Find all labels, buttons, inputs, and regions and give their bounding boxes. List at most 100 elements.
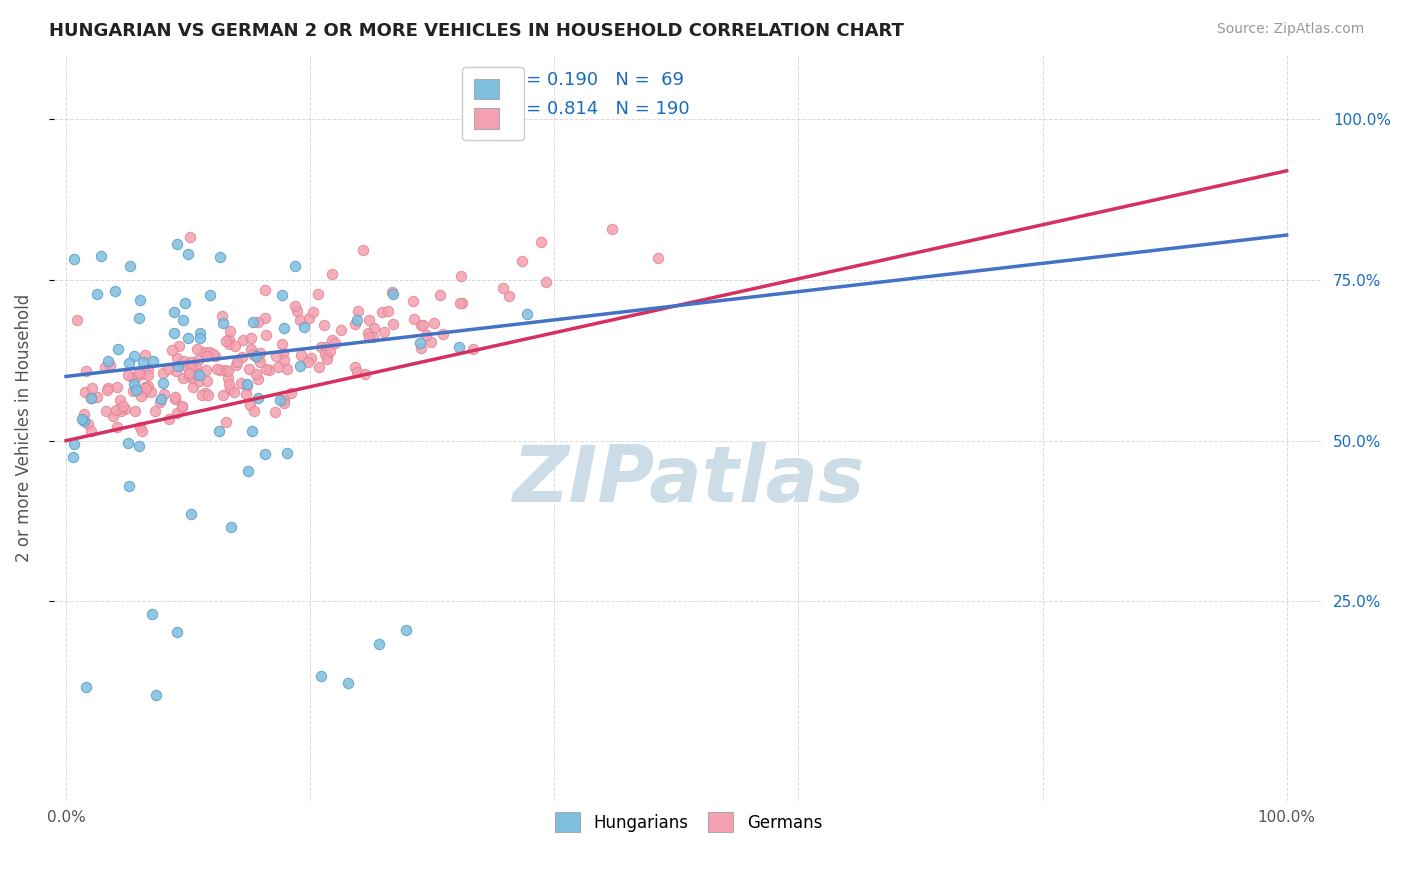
Point bbox=[128, 420, 150, 434]
Point bbox=[243, 404, 266, 418]
Point bbox=[160, 343, 183, 358]
Point bbox=[412, 318, 434, 332]
Point bbox=[236, 464, 259, 478]
Point bbox=[432, 326, 454, 341]
Point bbox=[70, 412, 93, 426]
Point bbox=[314, 347, 336, 361]
Point bbox=[152, 376, 174, 391]
Point bbox=[359, 313, 381, 327]
Point bbox=[142, 354, 165, 368]
Point bbox=[218, 332, 240, 346]
Point bbox=[172, 399, 194, 413]
Point bbox=[62, 450, 84, 465]
Point bbox=[344, 359, 367, 374]
Point bbox=[270, 288, 292, 302]
Point bbox=[235, 379, 257, 393]
Point bbox=[122, 349, 145, 363]
Point bbox=[323, 336, 346, 351]
Point bbox=[163, 392, 186, 406]
Point bbox=[246, 351, 269, 365]
Point bbox=[77, 417, 100, 431]
Point bbox=[136, 368, 159, 383]
Point bbox=[118, 260, 141, 274]
Point bbox=[218, 337, 240, 351]
Point bbox=[79, 424, 101, 438]
Point bbox=[90, 248, 112, 262]
Text: R = 0.814   N = 190: R = 0.814 N = 190 bbox=[509, 100, 690, 118]
Point bbox=[93, 360, 115, 375]
Point bbox=[409, 335, 432, 350]
Point bbox=[429, 287, 451, 301]
Point bbox=[215, 334, 238, 348]
Point bbox=[337, 676, 360, 690]
Point bbox=[218, 376, 240, 391]
Point bbox=[73, 407, 96, 421]
Point bbox=[290, 313, 312, 327]
Point bbox=[80, 391, 103, 405]
Point bbox=[273, 393, 295, 408]
Point bbox=[246, 391, 269, 405]
Point bbox=[131, 367, 153, 381]
Point bbox=[316, 349, 339, 363]
Point bbox=[117, 368, 139, 382]
Point bbox=[354, 367, 377, 381]
Point bbox=[302, 304, 325, 318]
Point bbox=[284, 299, 307, 313]
Point bbox=[152, 366, 174, 380]
Point bbox=[212, 388, 235, 402]
Point bbox=[105, 403, 128, 417]
Point bbox=[73, 414, 96, 428]
Point bbox=[292, 320, 315, 334]
Point bbox=[231, 350, 253, 364]
Point bbox=[249, 355, 271, 369]
Point bbox=[165, 390, 187, 404]
Point bbox=[225, 354, 247, 368]
Y-axis label: 2 or more Vehicles in Household: 2 or more Vehicles in Household bbox=[15, 293, 32, 562]
Point bbox=[224, 339, 246, 353]
Point bbox=[346, 313, 368, 327]
Point bbox=[197, 388, 219, 402]
Point bbox=[273, 396, 295, 410]
Point bbox=[346, 365, 368, 379]
Point bbox=[177, 368, 200, 382]
Point bbox=[103, 409, 125, 423]
Point bbox=[117, 478, 139, 492]
Point bbox=[209, 363, 232, 377]
Point bbox=[363, 320, 385, 334]
Point bbox=[166, 237, 188, 252]
Point bbox=[193, 345, 215, 359]
Point bbox=[415, 328, 437, 343]
Point bbox=[411, 341, 433, 355]
Point bbox=[128, 366, 150, 380]
Point bbox=[321, 268, 343, 282]
Point bbox=[188, 331, 211, 345]
Point bbox=[166, 624, 188, 639]
Point bbox=[530, 235, 553, 250]
Point bbox=[225, 358, 247, 372]
Point bbox=[105, 380, 128, 394]
Point bbox=[450, 268, 472, 283]
Point bbox=[198, 345, 221, 359]
Point bbox=[297, 310, 319, 325]
Point bbox=[249, 346, 271, 360]
Point bbox=[205, 362, 228, 376]
Point bbox=[149, 395, 172, 409]
Point bbox=[132, 355, 155, 369]
Point bbox=[301, 351, 323, 366]
Point bbox=[276, 361, 298, 376]
Point bbox=[114, 402, 136, 417]
Point bbox=[395, 624, 418, 638]
Point bbox=[217, 364, 239, 378]
Point bbox=[263, 405, 285, 419]
Point bbox=[219, 383, 242, 397]
Point bbox=[357, 326, 380, 340]
Point bbox=[180, 361, 202, 376]
Point bbox=[180, 507, 202, 521]
Point bbox=[104, 284, 127, 298]
Point bbox=[62, 252, 84, 266]
Point bbox=[242, 315, 264, 329]
Point bbox=[121, 369, 143, 384]
Point bbox=[141, 607, 163, 622]
Point bbox=[211, 309, 233, 323]
Point bbox=[373, 326, 395, 340]
